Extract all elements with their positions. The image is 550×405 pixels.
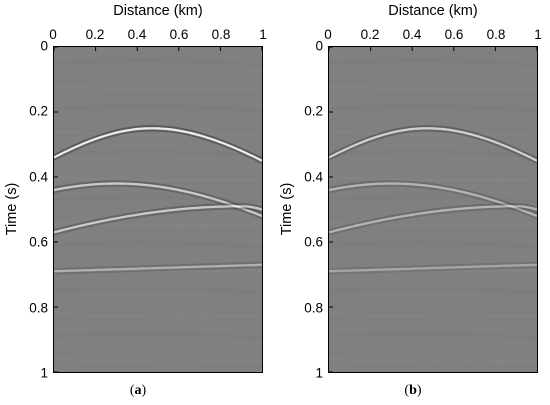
y-tick-label: 0.2 (29, 103, 48, 119)
y-tick-label: 0.6 (29, 234, 48, 250)
noise-band (54, 84, 262, 92)
event-peak-1 (329, 182, 537, 218)
noise-band (54, 150, 262, 158)
y-tick-label: 0.4 (29, 169, 48, 185)
noise-band (329, 312, 537, 319)
x-axis-title: Distance (km) (113, 3, 203, 19)
noise-band (54, 104, 262, 113)
noise-band (329, 175, 537, 183)
noise-band (54, 221, 262, 228)
noise-band (54, 59, 262, 67)
event-trough-1 (329, 180, 537, 215)
x-tick-label: 0.4 (402, 27, 422, 42)
x-tick-label: 1 (534, 27, 542, 42)
x-tick-label: 0.4 (127, 27, 147, 42)
event-peak-3 (329, 263, 537, 273)
noise-band (329, 332, 537, 340)
seismic-section-a (53, 46, 263, 373)
x-tick-label: 0 (49, 27, 57, 42)
x-tick-label: 0.6 (169, 27, 189, 42)
y-tick-label: 0.8 (304, 300, 323, 316)
noise-band (54, 266, 262, 274)
noise-band (54, 241, 262, 249)
event-trough-0 (54, 125, 262, 160)
event-trough-3 (54, 261, 262, 270)
event-trough-3 (329, 261, 537, 270)
noise-band (54, 286, 262, 295)
noise-band (329, 266, 537, 274)
x-tick-label: 0 (324, 27, 332, 42)
y-tick-label: 0.4 (304, 169, 323, 185)
y-tick-label: 1 (40, 365, 48, 381)
event-trough-lower-3 (329, 266, 537, 275)
event-trough-0 (329, 125, 537, 160)
y-tick-label: 0 (40, 38, 48, 54)
noise-band (54, 332, 262, 340)
noise-band (54, 130, 262, 137)
noise-band (329, 241, 537, 249)
noise-band (329, 59, 537, 67)
event-trough-2 (54, 203, 262, 231)
event-peak-0 (54, 127, 262, 162)
event-peak-3 (54, 263, 262, 273)
event-trough-lower-0 (329, 129, 537, 164)
y-tick-label: 1 (315, 365, 323, 381)
x-tick-label: 0.8 (211, 27, 231, 42)
x-tick-label: 1 (259, 27, 267, 42)
y-tick-label: 0.6 (304, 234, 323, 250)
noise-band (329, 357, 537, 365)
noise-band (329, 130, 537, 137)
x-tick-label: 0.2 (85, 27, 105, 42)
panel-b: Distance (km) Time (s) 0 0.2 0.4 0.6 0.8… (275, 0, 550, 405)
y-tick-label: 0.8 (29, 300, 48, 316)
panel-a: Distance (km) Time (s) 0 0.2 0.4 0.6 0.8… (4, 3, 267, 398)
event-trough-lower-1 (329, 185, 537, 220)
event-trough-lower-0 (54, 129, 262, 164)
event-peak-0 (329, 127, 537, 162)
panel-caption: (b) (404, 383, 422, 398)
event-peak-2 (54, 205, 262, 234)
event-trough-2 (329, 203, 537, 231)
event-peak-1 (54, 182, 262, 218)
noise-band (54, 357, 262, 365)
noise-band (329, 84, 537, 92)
event-trough-lower-2 (329, 207, 537, 236)
noise-band (54, 195, 262, 204)
noise-band (54, 312, 262, 319)
y-axis-title: Time (s) (4, 182, 20, 236)
event-trough-lower-3 (54, 266, 262, 275)
x-tick-label: 0.6 (444, 27, 464, 42)
event-trough-lower-2 (54, 207, 262, 236)
x-axis-title: Distance (km) (388, 3, 478, 19)
noise-band (329, 286, 537, 295)
event-peak-2 (329, 205, 537, 234)
seismic-section-b (328, 46, 538, 373)
x-tick-label: 0.2 (360, 27, 380, 42)
noise-band (329, 150, 537, 158)
noise-band (329, 221, 537, 228)
y-axis-title: Time (s) (279, 182, 295, 236)
y-tick-label: 0 (315, 38, 323, 54)
y-tick-label: 0.2 (304, 103, 323, 119)
event-trough-1 (54, 180, 262, 215)
noise-band (329, 104, 537, 113)
panel-caption: (a) (129, 383, 147, 398)
noise-band (329, 195, 537, 204)
noise-band (54, 175, 262, 183)
x-tick-label: 0.8 (486, 27, 506, 42)
